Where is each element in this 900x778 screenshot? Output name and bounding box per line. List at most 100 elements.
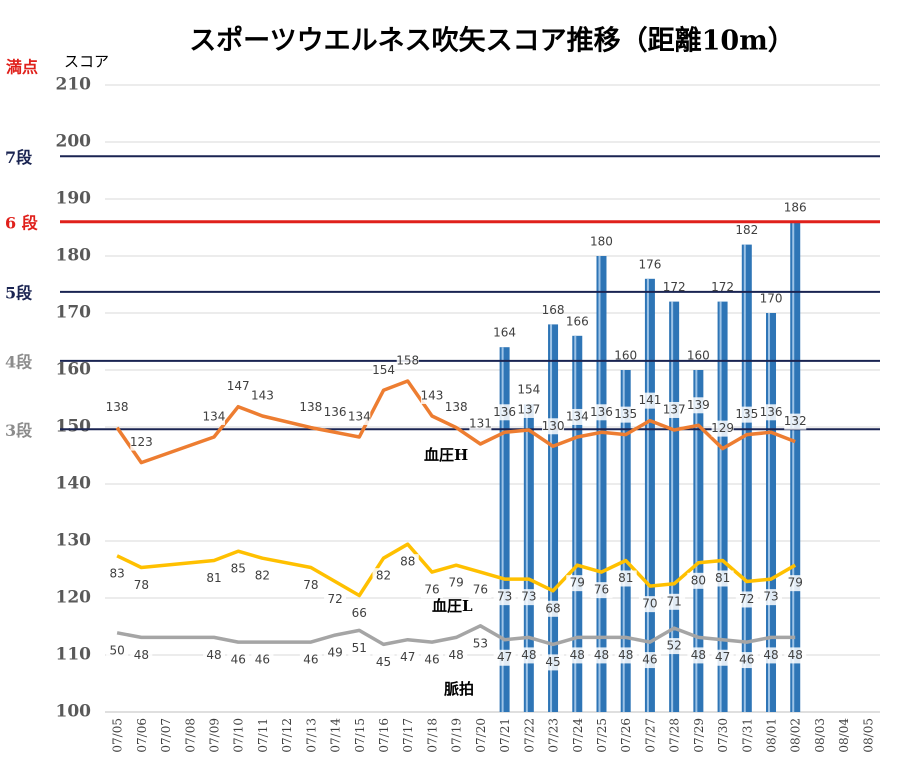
bar xyxy=(620,370,631,712)
label-bg xyxy=(445,575,468,592)
label-bg xyxy=(420,387,443,404)
label-bg xyxy=(663,638,686,655)
bar xyxy=(717,301,728,712)
label-bg xyxy=(348,605,371,622)
line-value-label: 73 xyxy=(521,590,536,604)
label-bg xyxy=(299,577,322,594)
label-bg xyxy=(760,404,783,421)
bar-value-label: 172 xyxy=(663,280,686,294)
reference-label: 7段 xyxy=(5,148,33,167)
series-label: 血圧L xyxy=(432,597,473,615)
bar-value-label: 164 xyxy=(493,326,516,340)
x-tick-label: 07/11 xyxy=(256,718,270,753)
reference-lines: 7段 6 段 5段 4段 3段 xyxy=(5,148,880,440)
x-tick-label: 07/29 xyxy=(692,718,706,753)
x-tick-label: 07/23 xyxy=(547,718,561,753)
label-bg xyxy=(130,577,153,594)
line-value-label: 138 xyxy=(106,400,129,414)
line-value-label: 143 xyxy=(421,388,444,402)
x-tick-label: 07/25 xyxy=(595,718,609,753)
y-tick-label: 130 xyxy=(56,531,92,551)
bar xyxy=(499,347,510,712)
line-value-label: 45 xyxy=(545,655,560,669)
line-value-label: 52 xyxy=(667,639,682,653)
x-tick-label: 07/07 xyxy=(159,718,173,753)
x-tick-label: 07/14 xyxy=(329,718,343,753)
bars xyxy=(499,221,801,713)
label-bg xyxy=(202,408,225,425)
y-tick-label: 180 xyxy=(56,246,92,266)
label-bg xyxy=(711,649,734,666)
label-bg xyxy=(445,399,468,416)
line-value-label: 83 xyxy=(109,566,124,580)
line-value-label: 46 xyxy=(424,653,439,667)
label-bg xyxy=(784,413,807,430)
labels: 1641541681661801601761721601721821701861… xyxy=(106,200,807,671)
line-value-label: 47 xyxy=(497,650,512,664)
line-value-label: 81 xyxy=(206,571,221,585)
line-value-label: 79 xyxy=(570,576,585,590)
reference-label: 5段 xyxy=(5,283,33,302)
bar-highlight xyxy=(792,221,795,713)
x-tick-label: 07/20 xyxy=(474,718,488,753)
x-tick-label: 07/22 xyxy=(522,718,536,753)
label-bg xyxy=(130,647,153,664)
y-tick-label: 200 xyxy=(56,132,92,152)
line-value-label: 53 xyxy=(473,636,488,650)
line-value-label: 135 xyxy=(614,407,637,421)
label-bg xyxy=(469,635,492,652)
line-value-label: 48 xyxy=(594,648,609,662)
x-tick-label: 08/03 xyxy=(813,718,827,753)
line-value-label: 48 xyxy=(570,648,585,662)
line-value-label: 72 xyxy=(739,592,754,606)
line-value-label: 48 xyxy=(449,648,464,662)
line-value-label: 136 xyxy=(324,405,347,419)
label-bg xyxy=(784,647,807,664)
bar-value-label: 176 xyxy=(638,257,661,271)
line-value-label: 47 xyxy=(715,650,730,664)
label-bg xyxy=(663,593,686,610)
bar-highlight xyxy=(525,404,528,712)
line-value-label: 129 xyxy=(711,421,734,435)
bar xyxy=(741,244,752,712)
bar-highlight xyxy=(622,370,625,712)
reference-label: 4段 xyxy=(5,352,33,371)
label-bg xyxy=(106,399,129,416)
y-tick-label: 110 xyxy=(56,645,92,665)
x-tick-label: 07/13 xyxy=(304,718,318,753)
bar xyxy=(790,221,801,713)
label-bg xyxy=(687,397,710,414)
line-value-label: 46 xyxy=(642,653,657,667)
line-value-label: 137 xyxy=(663,402,686,416)
x-tick-label: 08/04 xyxy=(837,718,851,753)
bar-value-label: 154 xyxy=(517,383,540,397)
reference-label: 6 段 xyxy=(5,213,39,232)
bar-highlight xyxy=(646,278,649,712)
label-bg xyxy=(542,654,565,671)
label-bg xyxy=(566,408,589,425)
line-value-label: 48 xyxy=(788,648,803,662)
x-tick-label: 07/15 xyxy=(353,718,367,753)
label-bg xyxy=(517,589,540,606)
bar-highlight xyxy=(743,244,746,712)
label-bg xyxy=(420,652,443,669)
label-bg xyxy=(372,362,395,379)
bar-highlight xyxy=(501,347,504,712)
bar xyxy=(523,404,534,712)
line-value-label: 48 xyxy=(691,648,706,662)
line-value-label: 138 xyxy=(445,400,468,414)
label-bg xyxy=(445,647,468,664)
line-value-label: 136 xyxy=(493,405,516,419)
label-bg xyxy=(106,565,129,582)
label-bg xyxy=(735,591,758,608)
x-tick-label: 07/06 xyxy=(135,718,149,753)
bar xyxy=(693,370,704,712)
line-value-label: 71 xyxy=(667,594,682,608)
x-tick-label: 07/30 xyxy=(716,718,730,753)
y-tick-label: 140 xyxy=(56,474,92,494)
bar xyxy=(766,313,777,712)
label-bg xyxy=(687,572,710,589)
line-value-label: 66 xyxy=(352,606,367,620)
label-bg xyxy=(396,353,419,370)
